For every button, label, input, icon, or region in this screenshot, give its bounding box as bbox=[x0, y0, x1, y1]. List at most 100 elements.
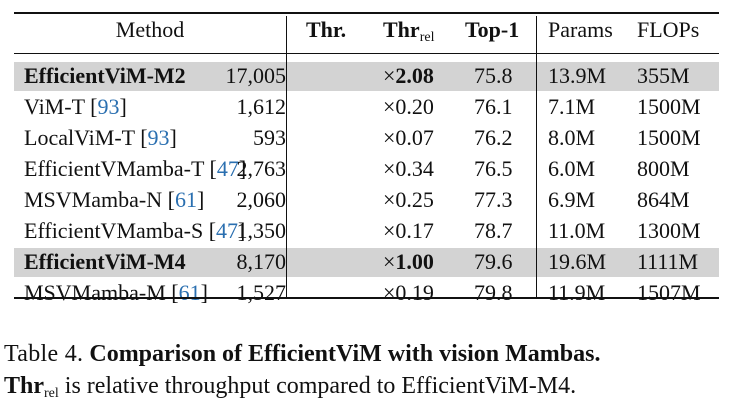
flops-cell: 800M bbox=[637, 156, 690, 181]
method-cell: EfficientVMamba-T [47] bbox=[24, 156, 247, 181]
relative-throughput-cell: ×0.20 bbox=[383, 92, 434, 122]
relative-throughput-cell: ×0.34 bbox=[383, 154, 434, 184]
params-cell: 6.0M bbox=[548, 156, 596, 181]
relative-throughput-cell: ×0.19 bbox=[383, 278, 434, 308]
method-cell: LocalViM-T [93] bbox=[24, 125, 177, 150]
method-name: EfficientViM-M4 bbox=[24, 249, 186, 274]
relative-value: 0.07 bbox=[395, 125, 434, 150]
caption-term-sub: rel bbox=[44, 386, 59, 401]
method-name: EfficientVMamba-T bbox=[24, 156, 205, 181]
relative-value: 1.00 bbox=[395, 249, 434, 274]
top1-cell: 77.3 bbox=[474, 187, 513, 212]
method-cell: EfficientViM-M4 bbox=[24, 247, 186, 277]
times-symbol: × bbox=[383, 187, 396, 212]
flops-cell: 864M bbox=[637, 187, 690, 212]
times-symbol: × bbox=[383, 249, 396, 274]
header-thr-rel: Thrrel bbox=[383, 15, 434, 53]
caption-term: Thrrel bbox=[4, 373, 59, 401]
method-cell: ViM-T [93] bbox=[24, 94, 127, 119]
times-symbol: × bbox=[383, 156, 396, 181]
header-flops: FLOPs bbox=[637, 17, 700, 42]
params-cell: 11.0M bbox=[548, 218, 606, 243]
header-thr: Thr. bbox=[306, 17, 347, 42]
throughput-cell: 8,170 bbox=[236, 249, 287, 274]
flops-cell: 1300M bbox=[637, 218, 701, 243]
method-name: MSVMamba-M bbox=[24, 280, 166, 305]
params-cell: 6.9M bbox=[548, 187, 596, 212]
citation-link[interactable]: 61 bbox=[178, 280, 201, 305]
header-rule bbox=[14, 53, 719, 54]
top1-cell: 76.5 bbox=[474, 156, 513, 181]
top-rule bbox=[14, 12, 719, 14]
relative-value: 0.20 bbox=[395, 94, 434, 119]
throughput-cell: 17,005 bbox=[225, 63, 287, 88]
method-name: MSVMamba-N bbox=[24, 187, 163, 212]
times-symbol: × bbox=[383, 280, 396, 305]
relative-value: 0.34 bbox=[395, 156, 434, 181]
method-name: EfficientVMamba-S bbox=[24, 218, 204, 243]
citation-link[interactable]: 93 bbox=[97, 94, 120, 119]
throughput-cell: 2,763 bbox=[236, 156, 287, 181]
throughput-cell: 1,527 bbox=[236, 280, 287, 305]
header-top1: Top-1 bbox=[465, 17, 520, 42]
method-name: LocalViM-T bbox=[24, 125, 135, 150]
relative-throughput-cell: ×0.07 bbox=[383, 123, 434, 153]
top1-cell: 79.8 bbox=[474, 280, 513, 305]
relative-throughput-cell: ×1.00 bbox=[383, 247, 434, 277]
method-cell: MSVMamba-N [61] bbox=[24, 187, 205, 212]
method-name: EfficientViM-M2 bbox=[24, 63, 186, 88]
top1-cell: 76.2 bbox=[474, 125, 513, 150]
times-symbol: × bbox=[383, 63, 396, 88]
relative-throughput-cell: ×0.25 bbox=[383, 185, 434, 215]
citation-link[interactable]: 47 bbox=[216, 218, 239, 243]
caption-label: Table 4. bbox=[4, 341, 84, 367]
times-symbol: × bbox=[383, 125, 396, 150]
relative-value: 0.17 bbox=[395, 218, 434, 243]
header-thr-rel-main: Thr bbox=[383, 17, 420, 42]
row-highlight bbox=[14, 248, 719, 277]
method-cell: EfficientViM-M2 bbox=[24, 61, 186, 91]
times-symbol: × bbox=[383, 218, 396, 243]
params-cell: 13.9M bbox=[548, 63, 607, 88]
flops-cell: 1500M bbox=[637, 125, 701, 150]
caption-term-main: Thr bbox=[4, 373, 45, 399]
throughput-cell: 1,350 bbox=[236, 218, 287, 243]
params-cell: 11.9M bbox=[548, 280, 606, 305]
throughput-cell: 593 bbox=[253, 125, 286, 150]
column-divider-method bbox=[286, 16, 287, 297]
header-method: Method bbox=[115, 17, 185, 42]
caption-title: Comparison of EfficientViM with vision M… bbox=[89, 341, 601, 367]
flops-cell: 1500M bbox=[637, 94, 701, 119]
top1-cell: 78.7 bbox=[474, 218, 513, 243]
flops-cell: 355M bbox=[637, 63, 690, 88]
citation-link[interactable]: 61 bbox=[174, 187, 197, 212]
params-cell: 8.0M bbox=[548, 125, 596, 150]
citation-link[interactable]: 47 bbox=[216, 156, 239, 181]
bottom-rule bbox=[14, 297, 719, 299]
relative-value: 2.08 bbox=[395, 63, 434, 88]
relative-value: 0.19 bbox=[395, 280, 434, 305]
throughput-cell: 2,060 bbox=[236, 187, 287, 212]
relative-value: 0.25 bbox=[395, 187, 434, 212]
method-cell: MSVMamba-M [61] bbox=[24, 280, 208, 305]
top1-cell: 76.1 bbox=[474, 94, 513, 119]
top1-cell: 79.6 bbox=[474, 249, 513, 274]
method-name: ViM-T bbox=[24, 94, 85, 119]
row-highlight bbox=[14, 62, 719, 91]
method-cell: EfficientVMamba-S [47] bbox=[24, 218, 246, 243]
relative-throughput-cell: ×2.08 bbox=[383, 61, 434, 91]
column-divider-top1 bbox=[536, 16, 537, 297]
params-cell: 7.1M bbox=[548, 94, 596, 119]
relative-throughput-cell: ×0.17 bbox=[383, 216, 434, 246]
throughput-cell: 1,612 bbox=[236, 94, 287, 119]
header-thr-rel-sub: rel bbox=[419, 30, 435, 45]
citation-link[interactable]: 93 bbox=[147, 125, 170, 150]
flops-cell: 1111M bbox=[637, 249, 699, 274]
top1-cell: 75.8 bbox=[474, 63, 513, 88]
caption-text: is relative throughput compared to Effic… bbox=[58, 373, 577, 399]
header-params: Params bbox=[548, 17, 613, 42]
flops-cell: 1507M bbox=[637, 280, 701, 305]
table-caption: Table 4. Comparison of EfficientViM with… bbox=[4, 338, 736, 410]
times-symbol: × bbox=[383, 94, 396, 119]
params-cell: 19.6M bbox=[548, 249, 607, 274]
